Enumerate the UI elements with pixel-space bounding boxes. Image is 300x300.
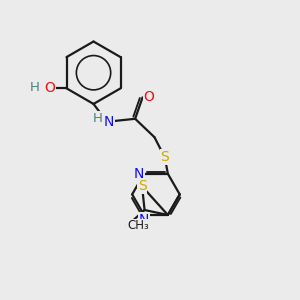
Text: H: H <box>29 81 39 94</box>
Text: CH₃: CH₃ <box>127 219 149 232</box>
Text: S: S <box>138 179 146 194</box>
Text: H: H <box>93 112 103 125</box>
Text: N: N <box>139 213 149 227</box>
Text: N: N <box>134 167 144 181</box>
Text: O: O <box>144 90 154 104</box>
Text: O: O <box>44 81 55 95</box>
Text: N: N <box>104 116 115 129</box>
Text: S: S <box>160 150 169 164</box>
